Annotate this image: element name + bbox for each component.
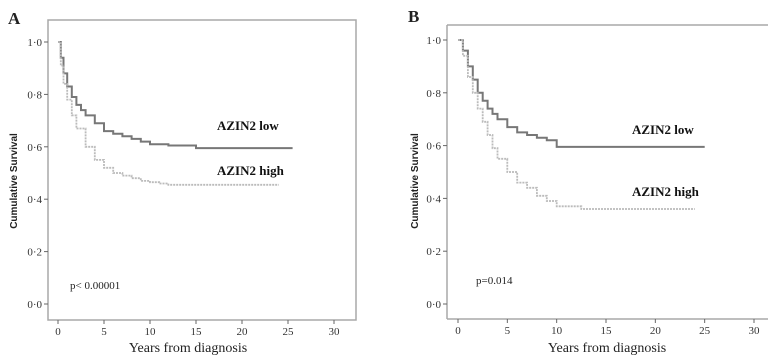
y-tick-label: 0·2 bbox=[426, 246, 441, 258]
x-tick-label: 0 bbox=[455, 325, 461, 337]
y-tick-label: 0·2 bbox=[27, 247, 42, 259]
y-tick-label: 0·4 bbox=[27, 194, 42, 206]
y-axis-label: Cumulative Survival bbox=[9, 133, 20, 229]
x-tick-label: 25 bbox=[283, 326, 295, 338]
y-tick-label: 0·8 bbox=[27, 89, 42, 101]
y-tick-label: 0·0 bbox=[27, 299, 42, 311]
survival-curve-low bbox=[58, 41, 293, 150]
panel-label: B bbox=[408, 7, 419, 26]
km-panel-a: A 0·0 0·2 0·4 0·6 0·8 1·0 0 5 10 15 20 25 30 Years fro… bbox=[8, 9, 357, 356]
y-tick-label: 1·0 bbox=[426, 35, 441, 47]
x-tick-label: 10 bbox=[551, 325, 563, 337]
x-axis-label: Years from diagnosis bbox=[548, 341, 666, 356]
y-tick-label: 0·8 bbox=[426, 88, 441, 100]
series-label-high: AZIN2 high bbox=[632, 184, 700, 199]
y-tick-label: 0·6 bbox=[426, 141, 441, 153]
x-axis-label: Years from diagnosis bbox=[129, 341, 247, 356]
p-value-annotation: p=0.014 bbox=[476, 275, 513, 287]
x-tick-label: 30 bbox=[749, 325, 761, 337]
y-tick-label: 1·0 bbox=[27, 37, 42, 49]
plot-frame bbox=[47, 19, 357, 321]
x-tick-label: 20 bbox=[650, 325, 662, 337]
x-tick-label: 15 bbox=[191, 326, 203, 338]
y-tick-label: 0·6 bbox=[27, 142, 42, 154]
y-tick-label: 0·4 bbox=[426, 193, 441, 205]
panel-label: A bbox=[8, 9, 21, 28]
y-axis-label: Cumulative Survival bbox=[410, 133, 421, 229]
series-label-low: AZIN2 low bbox=[632, 122, 694, 137]
x-tick-label: 5 bbox=[505, 325, 511, 337]
survival-curve-high bbox=[458, 39, 695, 210]
km-panel-b: B 0·0 0·2 0·4 0·6 0·8 1·0 0 5 10 15 20 25 30 Years fro… bbox=[408, 7, 768, 356]
series-label-low: AZIN2 low bbox=[217, 118, 279, 133]
survival-curve-high bbox=[58, 41, 279, 186]
p-value-annotation: p< 0.00001 bbox=[70, 280, 120, 292]
x-tick-label: 15 bbox=[601, 325, 613, 337]
x-tick-label: 10 bbox=[145, 326, 157, 338]
x-tick-label: 0 bbox=[55, 326, 61, 338]
x-tick-label: 5 bbox=[101, 326, 107, 338]
survival-curve-low bbox=[458, 39, 705, 148]
x-tick-label: 25 bbox=[699, 325, 711, 337]
x-tick-label: 30 bbox=[329, 326, 341, 338]
x-tick-label: 20 bbox=[237, 326, 249, 338]
series-label-high: AZIN2 high bbox=[217, 163, 285, 178]
y-tick-label: 0·0 bbox=[426, 299, 441, 311]
